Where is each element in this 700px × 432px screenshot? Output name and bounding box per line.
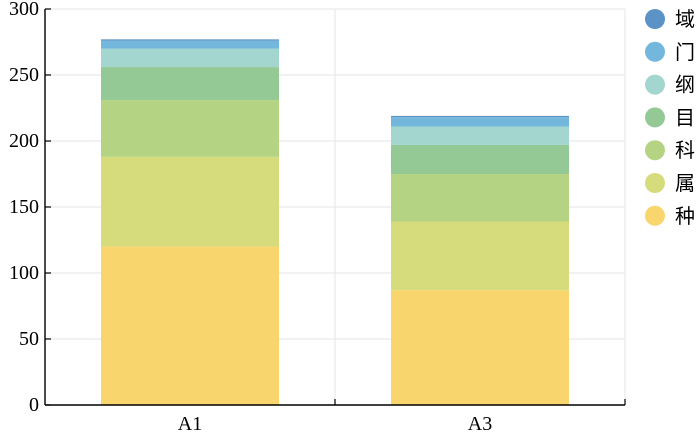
bar-segment-A3-5: [391, 117, 569, 127]
legend-label-2: 纲: [675, 73, 695, 97]
bar-segment-A1-5: [101, 40, 279, 49]
legend-marker-4: [645, 140, 665, 161]
axes: 0 50 100 150 200 250 300 A1 A3: [9, 0, 626, 432]
bar-segment-A1-1: [101, 156, 279, 247]
y-tick-label: 100: [9, 262, 39, 284]
legend-marker-0: [645, 9, 665, 29]
bars: [101, 39, 569, 405]
bar-segment-A3-2: [391, 174, 569, 222]
legend-label-1: 门: [675, 40, 695, 64]
y-tick-label: 0: [29, 394, 39, 416]
legend-marker-1: [645, 41, 665, 62]
legend-label-0: 域: [675, 7, 695, 31]
y-tick-label: 300: [9, 0, 39, 20]
y-tick-label: 200: [9, 130, 39, 152]
legend-marker-3: [645, 107, 665, 128]
bar-segment-A1-6: [101, 39, 279, 41]
bar-segment-A1-4: [101, 48, 279, 68]
bar-segment-A3-1: [391, 221, 569, 291]
bar-segment-A3-4: [391, 126, 569, 145]
y-tick-label: 50: [19, 328, 39, 350]
x-tick-label-A3: A3: [468, 413, 492, 432]
bar-segment-A1-3: [101, 67, 279, 101]
legend-marker-5: [645, 173, 665, 193]
x-tick-label-A1: A1: [178, 413, 202, 432]
bar-segment-A1-2: [101, 100, 279, 157]
y-tick-label: 250: [9, 64, 39, 86]
bar-segment-A3-3: [391, 144, 569, 174]
bar-segment-A3-0: [391, 290, 569, 405]
legend-label-5: 属: [675, 171, 695, 195]
bar-segment-A1-0: [101, 246, 279, 405]
legend-marker-6: [645, 205, 665, 226]
bar-segment-A3-6: [391, 115, 569, 118]
y-tick-label: 150: [9, 196, 39, 218]
legend-label-6: 种: [675, 204, 695, 228]
legend-label-4: 科: [675, 138, 695, 162]
legend-label-3: 目: [675, 105, 695, 129]
legend-marker-2: [645, 74, 665, 95]
